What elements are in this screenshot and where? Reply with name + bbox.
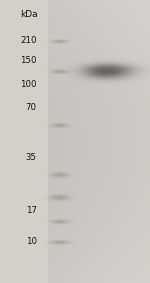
Text: 150: 150 <box>20 56 37 65</box>
Text: 100: 100 <box>20 80 37 89</box>
Text: 210: 210 <box>20 36 37 45</box>
Text: 70: 70 <box>26 103 37 112</box>
Text: 35: 35 <box>26 153 37 162</box>
Text: 17: 17 <box>26 206 37 215</box>
Text: kDa: kDa <box>20 10 38 19</box>
Text: 10: 10 <box>26 237 37 246</box>
